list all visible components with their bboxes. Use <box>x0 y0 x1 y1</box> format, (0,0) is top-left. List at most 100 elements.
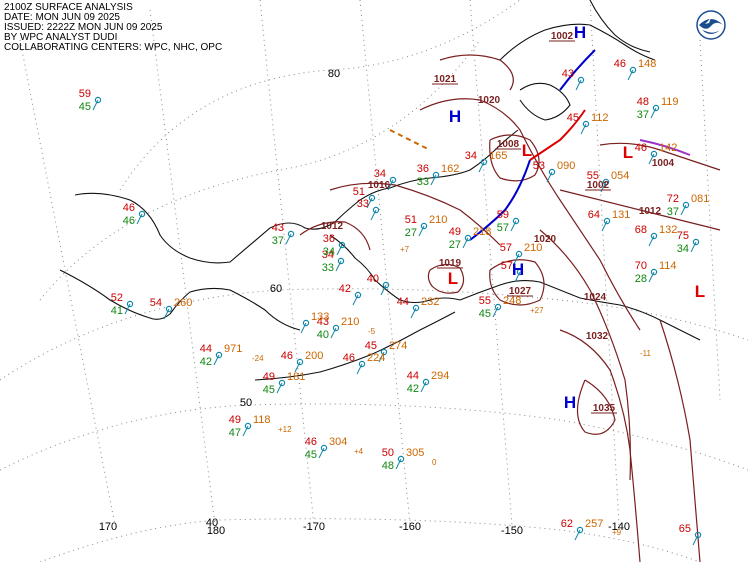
isobar-1036-inner <box>576 379 616 435</box>
longitude-labels: 170 180 -170 -160 -150 -140 <box>99 521 630 537</box>
station-temperature: 49 <box>263 371 275 383</box>
station-pressure: 165 <box>489 150 507 162</box>
station-circle-icon <box>138 210 146 218</box>
station-pressure: 054 <box>611 170 629 182</box>
center-pressure-values: 1021 1027 1035 1019 1008 1002 1002 <box>432 31 617 414</box>
station-plot: 46 200 <box>281 350 323 373</box>
analysis-date: DATE: MON JUN 09 2025 <box>4 12 120 23</box>
station-dewpoint: 27 <box>449 239 461 251</box>
station-pressure: 210 <box>341 316 359 328</box>
station-circle-icon <box>577 76 585 84</box>
station-circle-icon <box>422 378 430 386</box>
station-circle-icon <box>126 300 134 308</box>
center-pressure-value: 1019 <box>439 258 462 269</box>
isobar-label: 1012 <box>321 221 344 232</box>
pressure-tendency: -11 <box>640 349 652 358</box>
isobar-1012-east <box>559 189 721 231</box>
station-circle-icon <box>296 358 304 366</box>
station-temperature: 34 <box>465 150 477 162</box>
station-pressure: 224 <box>367 352 385 364</box>
station-dewpoint: 42 <box>200 356 212 368</box>
wind-barb-icon <box>650 107 657 119</box>
longitude-line-170 <box>19 39 116 526</box>
station-circle-icon <box>94 96 102 104</box>
low-pressure-center: L <box>623 143 633 162</box>
latitude-labels: 80 60 50 40 <box>206 68 340 529</box>
station-circle-icon <box>682 201 690 209</box>
station-temperature: 43 <box>562 68 574 80</box>
station-temperature: 55 <box>587 170 599 182</box>
wind-barb-icon <box>124 303 131 315</box>
latitude-label: 60 <box>270 283 282 295</box>
latitude-label: 40 <box>206 517 218 529</box>
station-pressure: 148 <box>638 58 656 70</box>
wind-barb-icon <box>492 306 499 318</box>
wind-barb-icon <box>514 271 521 283</box>
station-temperature: 65 <box>679 523 691 535</box>
station-circle-icon <box>582 120 590 128</box>
station-circle-icon <box>420 222 428 230</box>
station-dewpoint: 45 <box>79 101 91 113</box>
trough-line <box>389 129 431 151</box>
pressure-tendency: +27 <box>530 306 544 315</box>
analysis-title: 2100Z SURFACE ANALYSIS <box>4 2 133 13</box>
station-temperature: 46 <box>635 142 647 154</box>
wind-barb-icon <box>680 204 687 216</box>
station-plot: 51 <box>353 186 376 209</box>
station-circle-icon <box>244 422 252 430</box>
station-temperature: 57 <box>500 242 512 254</box>
wind-barb-icon <box>410 307 417 319</box>
wind-barb-icon <box>574 529 581 541</box>
station-temperature: 33 <box>357 198 369 210</box>
station-dewpoint: 40 <box>317 329 329 341</box>
station-circle-icon <box>302 319 310 327</box>
station-temperature: 55 <box>479 295 491 307</box>
station-dewpoint: 33 <box>322 262 334 274</box>
station-pressure: 112 <box>591 112 609 124</box>
station-circle-icon <box>694 531 702 539</box>
station-plot: 65 <box>679 523 702 546</box>
station-dewpoint: 45 <box>305 449 317 461</box>
alaska-north-coast <box>389 129 519 189</box>
wind-barb-icon <box>92 99 99 111</box>
station-pressure: 142 <box>659 142 677 154</box>
station-circle-icon <box>650 232 658 240</box>
latitude-label: 80 <box>328 68 340 80</box>
station-circle-icon <box>389 176 397 184</box>
aleutian-chain <box>254 311 456 381</box>
station-pressure: 114 <box>659 260 677 272</box>
station-plot: 64 131 <box>588 209 630 232</box>
wind-barb-icon <box>418 225 425 237</box>
station-circle-icon <box>629 66 637 74</box>
station-plot: 43 <box>562 68 585 91</box>
station-temperature: 49 <box>229 414 241 426</box>
isobar-label: 1020 <box>478 95 501 106</box>
station-plot: 57 210 <box>500 242 542 265</box>
station-dewpoint: 46 <box>123 215 135 227</box>
isobar-1028 <box>489 259 545 306</box>
station-dewpoint: 33 <box>417 176 429 188</box>
longitude-line-m130 <box>699 39 721 401</box>
station-plot: 62 257 <box>561 518 603 541</box>
station-pressure: 200 <box>305 350 323 362</box>
station-temperature: 53 <box>533 160 545 172</box>
station-temperature: 34 <box>374 168 386 180</box>
high-pressure-center: H <box>512 260 524 279</box>
station-temperature: 45 <box>567 112 579 124</box>
station-temperature: 36 <box>417 163 429 175</box>
wind-barb-icon <box>330 327 337 339</box>
center-pressure-value: 1035 <box>593 403 616 414</box>
station-plot: 46 224 <box>343 352 385 375</box>
station-plot: 34 165 <box>465 150 507 173</box>
station-temperature: 46 <box>281 350 293 362</box>
coastlines <box>59 0 701 381</box>
isobar-1012-west <box>299 221 371 251</box>
isobar-1024 <box>539 229 632 481</box>
station-dewpoint: 41 <box>111 305 123 317</box>
station-circle-icon <box>494 303 502 311</box>
